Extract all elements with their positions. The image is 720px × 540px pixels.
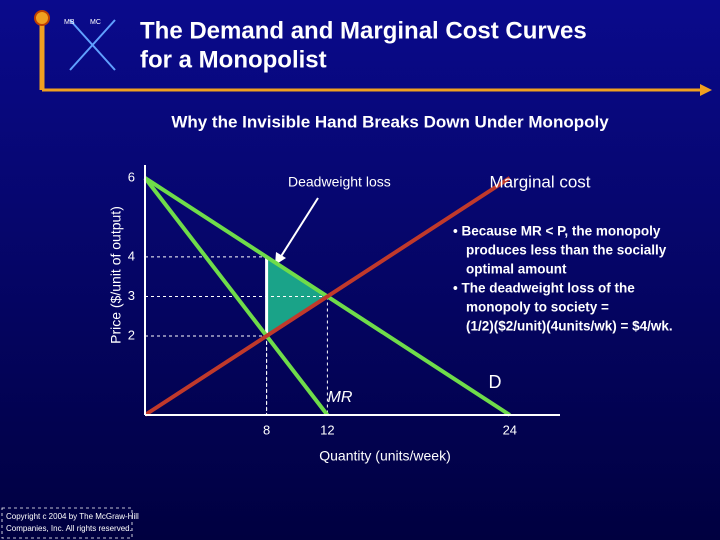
bullet-text: optimal amount: [466, 262, 567, 277]
title: for a Monopolist: [140, 46, 327, 73]
series-label: D: [489, 372, 502, 392]
series-line: [143, 176, 329, 417]
title: The Demand and Marginal Cost Curves: [140, 17, 587, 44]
logo-line: [69, 19, 116, 71]
annotation: Deadweight loss: [288, 174, 391, 190]
x-axis-label: Quantity (units/week): [319, 448, 451, 464]
copyright: Companies, Inc. All rights reserved.: [6, 524, 132, 533]
bullet-text: • Because MR < P, the monopoly: [453, 224, 661, 239]
y-axis-label: Price ($/unit of output): [108, 206, 124, 344]
bullet-text: produces less than the socially: [466, 243, 667, 258]
logo-text: MC: [90, 19, 101, 26]
annotation-arrow: [279, 197, 319, 259]
decor-arrowhead: [700, 84, 712, 96]
series-label: MR: [328, 389, 353, 406]
logo-text: MB: [64, 19, 75, 26]
copyright: Copyright c 2004 by The McGraw-Hill: [6, 512, 139, 521]
x-tick-label: 8: [263, 422, 270, 437]
y-tick-label: 6: [128, 169, 135, 184]
bullet-text: (1/2)($2/unit)(4units/wk) = $4/wk.: [466, 319, 673, 334]
x-tick-label: 24: [503, 422, 517, 437]
series-label: Marginal cost: [489, 172, 590, 191]
bullet-text: • The deadweight loss of the: [453, 281, 635, 296]
decor-dot: [34, 10, 50, 26]
annotation-arrowhead: [275, 252, 286, 265]
x-tick-label: 12: [320, 422, 334, 437]
y-tick-label: 4: [128, 248, 135, 263]
bullet-text: monopoly to society =: [466, 300, 609, 315]
y-tick-label: 3: [128, 288, 135, 303]
copyright-box: [1, 507, 133, 539]
subtitle: Why the Invisible Hand Breaks Down Under…: [171, 112, 609, 131]
series-line: [143, 176, 511, 417]
y-tick-label: 2: [128, 327, 135, 342]
